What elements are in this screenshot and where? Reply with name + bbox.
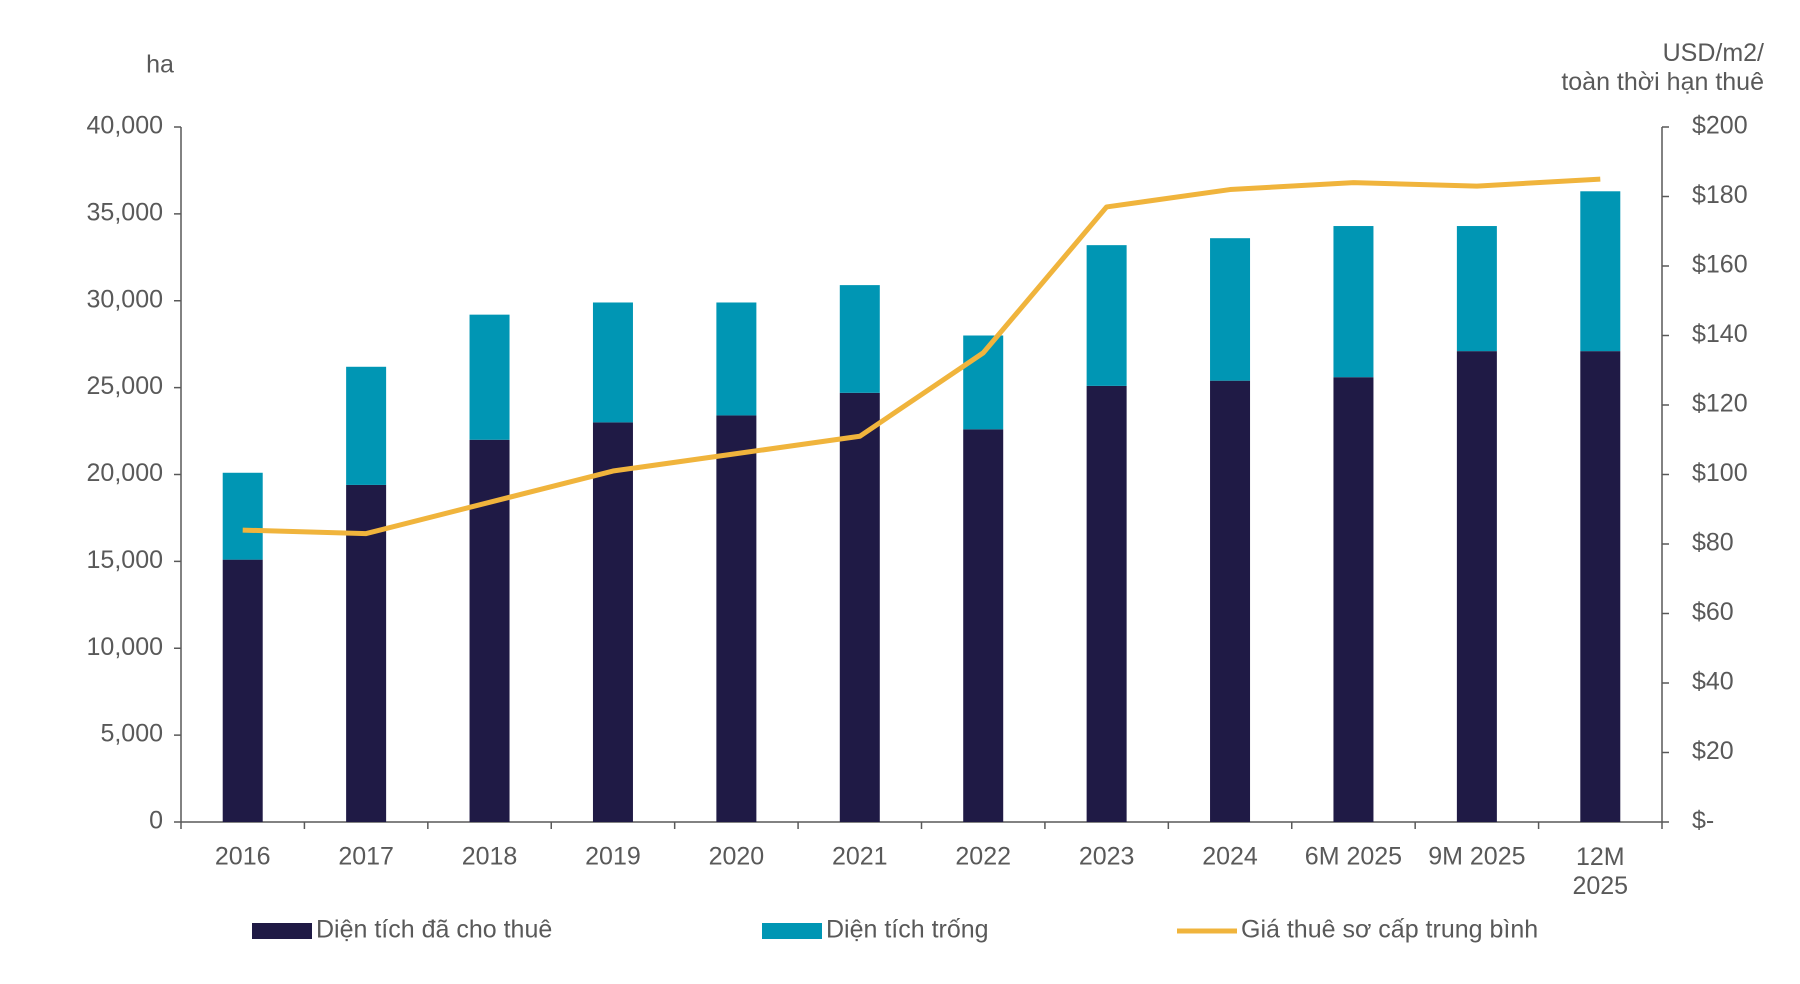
bar	[592, 302, 633, 423]
y-tick-label: 15,000	[87, 546, 163, 574]
bar	[222, 472, 263, 560]
bar	[839, 285, 880, 393]
line	[242, 176, 1601, 537]
y-tick-label: 0	[149, 807, 163, 835]
bar	[592, 422, 633, 822]
legend-label: Giá thuê sơ cấp trung bình	[1241, 916, 1538, 944]
y2-tick-label: $-	[1692, 807, 1714, 835]
bar	[963, 429, 1004, 822]
y2-tick-label: $40	[1692, 668, 1734, 696]
x-tick-label: 2018	[462, 843, 518, 871]
y2-tick-label: $20	[1692, 737, 1734, 765]
bar	[1580, 351, 1621, 822]
bar	[716, 415, 757, 822]
bar	[1333, 226, 1374, 378]
bar	[716, 302, 757, 416]
y-tick-label: 25,000	[87, 372, 163, 400]
x-tick-label: 2021	[832, 843, 888, 871]
x-tick-label: 2016	[215, 843, 271, 871]
y-tick-label: 35,000	[87, 198, 163, 226]
bar	[1210, 380, 1251, 822]
x-tick-label: 2020	[709, 843, 765, 871]
bar	[1456, 226, 1497, 352]
x-tick-label: 2019	[585, 843, 641, 871]
x-tick-label: 2024	[1202, 843, 1258, 871]
bar	[222, 559, 263, 822]
y2-tick-label: $60	[1692, 598, 1734, 626]
y-tick-label: 20,000	[87, 459, 163, 487]
bar	[346, 484, 387, 822]
x-tick-label: 2017	[338, 843, 394, 871]
y2-tick-label: $180	[1692, 181, 1748, 209]
y2-tick-label: $140	[1692, 320, 1748, 348]
bar	[1210, 238, 1251, 381]
y-axis-title: ha	[146, 51, 174, 79]
y-tick-label: 30,000	[87, 285, 163, 313]
y2-tick-label: $120	[1692, 390, 1748, 418]
y2-tick-label: $100	[1692, 459, 1748, 487]
bar	[1456, 351, 1497, 822]
bar	[346, 366, 387, 485]
legend-swatch	[762, 923, 822, 939]
x-tick-label: 2022	[955, 843, 1011, 871]
y2-tick-label: $160	[1692, 251, 1748, 279]
legend-label: Diện tích trống	[826, 916, 989, 944]
y-tick-label: 40,000	[87, 112, 163, 140]
y2-tick-label: $80	[1692, 529, 1734, 557]
x-tick-label: 6M 2025	[1305, 843, 1402, 871]
legend-label: Diện tích đã cho thuê	[316, 916, 552, 944]
x-tick-label: 12M 2025	[1572, 843, 1628, 900]
y-tick-label: 5,000	[100, 720, 163, 748]
x-tick-label: 9M 2025	[1428, 843, 1525, 871]
bar	[1580, 191, 1621, 352]
y2-axis-title: USD/m2/toàn thời hạn thuê	[1561, 39, 1764, 96]
bar	[839, 392, 880, 822]
x-tick-label: 2023	[1079, 843, 1135, 871]
bar	[1086, 385, 1127, 822]
bar	[469, 314, 510, 440]
bar	[1333, 377, 1374, 822]
legend-swatch	[252, 923, 312, 939]
bar	[1086, 245, 1127, 386]
y2-tick-label: $200	[1692, 112, 1748, 140]
y-tick-label: 10,000	[87, 633, 163, 661]
